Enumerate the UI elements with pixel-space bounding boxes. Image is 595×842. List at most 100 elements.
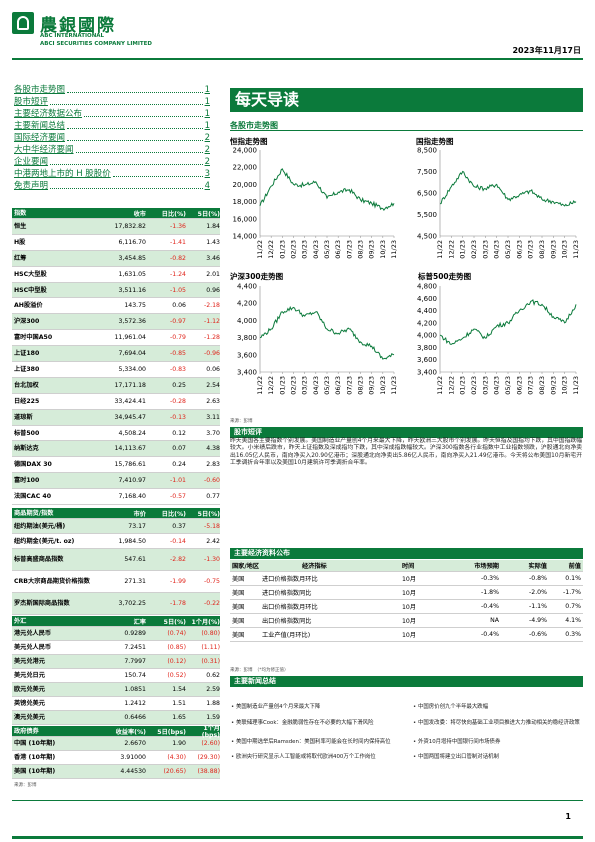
x-tick-label: 12/22 bbox=[447, 240, 455, 259]
x-tick-label: 04/23 bbox=[312, 240, 320, 259]
chart-spx: 3,400 3,600 3,800 4,000 4,200 4,400 4,600 4,800… bbox=[417, 283, 580, 395]
row-value: -0.83 bbox=[169, 365, 186, 373]
header-cell: 1个月(bps) bbox=[201, 725, 220, 739]
toc-item[interactable]: 各股市走势图 1 bbox=[14, 84, 210, 96]
y-tick-label: 4,000 bbox=[237, 317, 257, 325]
y-tick-label: 7,500 bbox=[417, 168, 437, 176]
toc-item[interactable]: 国际经济要闻 2 bbox=[14, 132, 210, 144]
toc-item[interactable]: 股市短评 1 bbox=[14, 96, 210, 108]
y-tick-label: 4,400 bbox=[417, 307, 437, 315]
row-value: 5,334.00 bbox=[118, 365, 146, 373]
econ-cell: -1.8% bbox=[481, 589, 499, 596]
bullet-icon: • bbox=[413, 704, 417, 710]
toc-item[interactable]: 中港两地上市的 H 股股价 3 bbox=[14, 168, 210, 180]
chart-csi300: 3,400 3,600 3,800 4,000 4,200 4,400 11/22 12/22… bbox=[237, 283, 398, 395]
charts-rule bbox=[230, 130, 583, 131]
table-row: 台北加权 17,171.18 0.25 2.54 bbox=[12, 377, 220, 394]
table-row: 富时中国A50 11,961.04 -0.79 -1.28 bbox=[12, 330, 220, 347]
econ-cell: 0.7% bbox=[565, 603, 581, 610]
row-label: 美元兑日元 bbox=[14, 672, 45, 679]
x-tick-label: 01/23 bbox=[459, 376, 467, 395]
row-value: 2.01 bbox=[206, 270, 220, 278]
econ-cell: 美国 bbox=[232, 632, 245, 639]
toc-dots bbox=[67, 132, 203, 141]
x-tick-label: 09/23 bbox=[368, 240, 376, 259]
table-row: 美元兑港元 7.7997 (0.12) (0.31) bbox=[12, 655, 220, 669]
econ-row: 美国 进口价格指数同比 10月 -1.8% -2.0% -1.7% bbox=[230, 586, 583, 600]
row-label: 富时100 bbox=[14, 477, 40, 485]
row-value: 1.65 bbox=[172, 714, 186, 721]
x-tick-label: 08/23 bbox=[357, 240, 365, 259]
econ-cell: 0.3% bbox=[565, 631, 581, 638]
toc-page: 2 bbox=[204, 133, 210, 143]
table-source: 来源：彭博 bbox=[14, 783, 37, 788]
news-text: 外资10月增持中国银行间市场债券 bbox=[418, 739, 501, 745]
news-text: 中国房价创九个半年最大跌幅 bbox=[418, 704, 489, 710]
toc-page: 1 bbox=[204, 109, 210, 119]
x-tick-label: 05/23 bbox=[323, 240, 331, 259]
x-tick-label: 11/22 bbox=[436, 376, 444, 395]
row-value: -1.99 bbox=[169, 578, 186, 585]
row-value: -0.75 bbox=[203, 578, 220, 585]
series-line bbox=[439, 170, 577, 207]
table-row: 法国CAC 40 7,168.40 -0.57 0.77 bbox=[12, 489, 220, 506]
econ-cell: 10月 bbox=[402, 604, 417, 611]
row-label: H股 bbox=[14, 238, 26, 246]
chart-title-spx: 标普500走势图 bbox=[418, 272, 472, 281]
row-value: 7,168.40 bbox=[118, 493, 146, 501]
row-value: (0.52) bbox=[167, 672, 186, 679]
table-row: 罗杰斯国际商品指数 3,702.25 -1.78 -0.22 bbox=[12, 593, 220, 615]
econ-cell: -0.4% bbox=[481, 631, 499, 638]
row-value: 0.07 bbox=[172, 445, 186, 453]
row-value: (38.88) bbox=[197, 768, 220, 775]
x-tick-label: 06/23 bbox=[334, 376, 342, 395]
x-tick-label: 11/22 bbox=[256, 376, 264, 395]
toc-item[interactable]: 企业要闻 2 bbox=[14, 156, 210, 168]
toc-item[interactable]: 大中华经济要闻 2 bbox=[14, 144, 210, 156]
econ-cell: 10月 bbox=[402, 632, 417, 639]
table-row: 澳元兑美元 0.6466 1.65 1.59 bbox=[12, 711, 220, 725]
page-number: 1 bbox=[565, 812, 571, 821]
table-row: 日经225 33,424.41 -0.28 2.63 bbox=[12, 394, 220, 410]
toc-item[interactable]: 主要新闻总结 1 bbox=[14, 120, 210, 132]
news-text: 欧洲央行研究显示人工智能或将取代欧洲400万个工作岗位 bbox=[236, 754, 376, 760]
y-tick-label: 4,000 bbox=[417, 332, 437, 340]
row-value: 34,945.47 bbox=[114, 413, 147, 421]
row-value: 4,508.24 bbox=[118, 429, 146, 437]
econ-header: 国家/地区 经济指标 时间 市场预期 实际值 前值 bbox=[230, 560, 583, 572]
bullet-icon: • bbox=[231, 739, 235, 745]
x-tick-label: 02/23 bbox=[470, 240, 478, 259]
table-row: 美元兑人民币 7.2451 (0.85) (1.11) bbox=[12, 641, 220, 655]
econ-cell: NA bbox=[490, 617, 499, 624]
x-tick-label: 05/23 bbox=[504, 376, 512, 395]
row-value: -0.28 bbox=[169, 397, 186, 405]
row-value: -1.24 bbox=[169, 270, 186, 278]
table-row: AH股溢价 143.75 0.06 -2.18 bbox=[12, 298, 220, 315]
toc-dots bbox=[67, 120, 203, 129]
econ-title: 主要经济资料公布 bbox=[230, 548, 583, 559]
toc-page: 1 bbox=[204, 85, 210, 95]
toc-item[interactable]: 主要经济数据公布 1 bbox=[14, 108, 210, 120]
toc-label: 主要经济数据公布 bbox=[14, 109, 83, 119]
econ-cell: 10月 bbox=[402, 618, 417, 625]
row-value: (0.85) bbox=[167, 644, 186, 651]
chart-hscei: 4,500 5,500 6,500 7,500 8,500 11/22 12/22 01/23… bbox=[417, 147, 580, 259]
table-row: 沪深300 3,572.36 -0.97 -1.12 bbox=[12, 314, 220, 331]
row-label: 标普高盛商品指数 bbox=[14, 556, 64, 563]
y-tick-label: 24,000 bbox=[233, 147, 258, 155]
y-tick-label: 4,200 bbox=[237, 300, 257, 308]
row-value: -0.85 bbox=[169, 350, 186, 358]
bullet-icon: • bbox=[231, 704, 235, 710]
row-value: -0.22 bbox=[203, 600, 220, 607]
row-value: 6,116.70 bbox=[118, 238, 146, 246]
x-tick-label: 08/23 bbox=[538, 240, 546, 259]
news-text: 中国发改委：将尽快向基础工业项目推进大力推动相关的稳经济政策 bbox=[418, 720, 580, 726]
econ-cell: 工业产值(月环比) bbox=[262, 632, 311, 639]
toc-item[interactable]: 免责声明 4 bbox=[14, 180, 210, 192]
table-row: 纽约期油(美元/桶) 73.17 0.37 -5.18 bbox=[12, 519, 220, 534]
row-value: 0.06 bbox=[172, 302, 186, 310]
y-tick-label: 3,800 bbox=[237, 334, 257, 342]
row-value: 3.91000 bbox=[120, 754, 146, 761]
x-tick-label: 07/23 bbox=[527, 240, 535, 259]
y-tick-label: 3,600 bbox=[417, 356, 437, 364]
